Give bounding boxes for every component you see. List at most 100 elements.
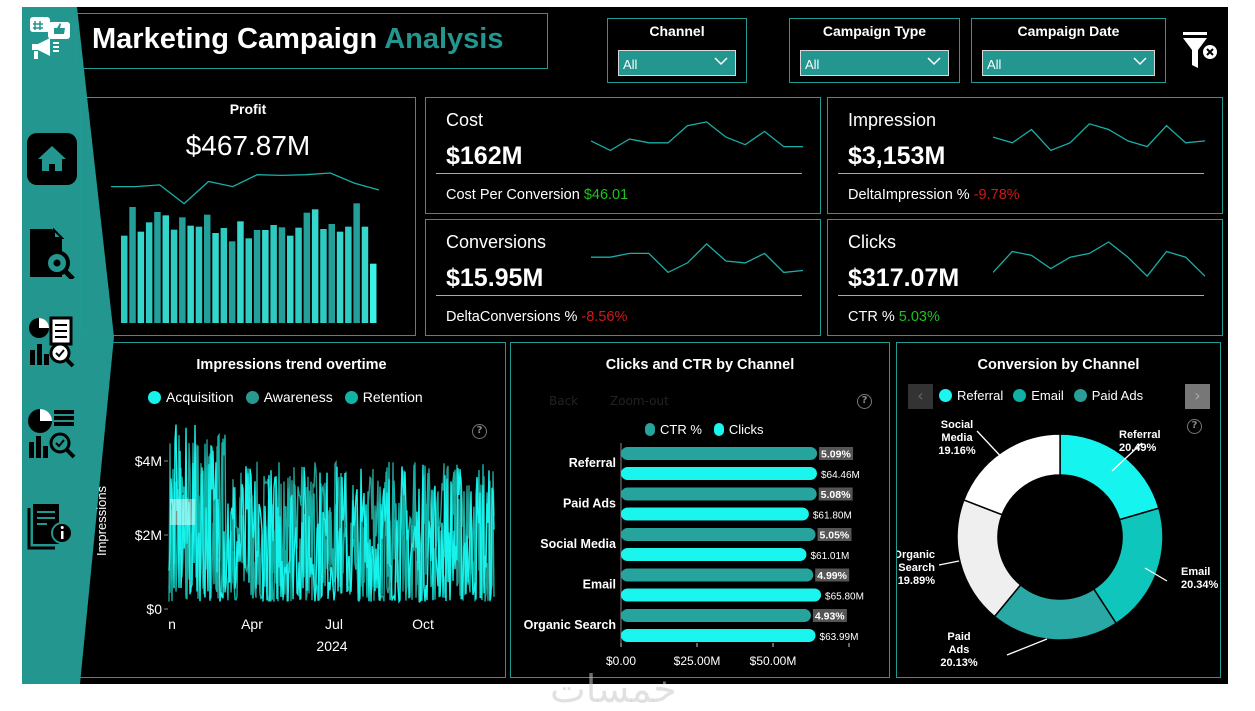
kpi-sub: DeltaConversions % -8.56% xyxy=(446,309,627,325)
profit-value: $467.87M xyxy=(185,130,311,161)
profit-trend-line xyxy=(111,172,380,205)
profit-bar xyxy=(179,217,186,323)
clicks-data-label: $61.01M xyxy=(810,551,849,562)
chart-inspect-icon[interactable] xyxy=(27,408,77,460)
slice-label-line: 19.89% xyxy=(898,575,936,587)
legend-next-button[interactable]: › xyxy=(1185,384,1210,409)
document-search-icon[interactable] xyxy=(27,227,77,279)
kpi-sub-label: CTR % xyxy=(848,309,895,325)
slice-label-line: Social xyxy=(941,419,973,431)
clear-filters-icon[interactable] xyxy=(1180,30,1222,70)
ctr-data-label: 5.05% xyxy=(820,530,850,542)
clicks-bar xyxy=(621,588,822,602)
ctr-bar xyxy=(621,609,811,622)
legend-label: Clicks xyxy=(728,422,764,437)
slice-label-line: Ads xyxy=(949,644,970,656)
x-tick-label: $50.00M xyxy=(750,654,797,668)
x-axis-label: 2024 xyxy=(316,638,347,654)
report-analytics-icon[interactable] xyxy=(27,316,77,368)
ctr-data-label: 5.09% xyxy=(821,449,851,461)
ctr-data-label: 4.99% xyxy=(817,570,847,582)
back-button[interactable]: Back xyxy=(549,394,579,408)
legend-item-awareness[interactable]: Awareness xyxy=(245,389,333,405)
chart-title: Clicks and CTR by Channel xyxy=(605,357,795,373)
profit-bar xyxy=(145,222,153,323)
kpi-sub: DeltaImpression % -9.78% xyxy=(848,187,1020,203)
sparkline xyxy=(591,121,803,152)
slice-label: Email 20.34% xyxy=(1181,566,1219,591)
kpi-sub-value: -9.78% xyxy=(973,187,1020,203)
profit-bar xyxy=(220,228,228,323)
help-icon[interactable]: ? xyxy=(857,394,872,409)
cost-card: Cost $162M Cost Per Conversion $46.01 xyxy=(425,97,821,214)
document-info-icon[interactable] xyxy=(27,500,77,552)
home-nav-button[interactable] xyxy=(27,133,77,185)
legend-item-acquisition[interactable]: Acquisition xyxy=(148,389,234,405)
profit-bar xyxy=(228,241,236,323)
kpi-value: $3,153M xyxy=(848,142,946,170)
legend-label: Awareness xyxy=(263,389,333,405)
ctr-label-bg xyxy=(818,487,853,501)
ctr-bar xyxy=(621,447,818,460)
help-icon[interactable]: ? xyxy=(472,424,487,439)
campaign-type-filter: Campaign Type All xyxy=(789,18,960,83)
clicks-data-label: $65.80M xyxy=(825,592,864,603)
chevron-down-icon xyxy=(714,57,728,66)
legend-label: Paid Ads xyxy=(1091,388,1144,403)
profit-bar xyxy=(287,235,294,323)
conversions-card: Conversions $15.95M DeltaConversions % -… xyxy=(425,219,821,336)
category-label: Referral xyxy=(569,456,616,470)
kpi-label: Impression xyxy=(848,110,937,130)
title-accent: Analysis xyxy=(384,23,504,55)
leader-line xyxy=(976,430,1008,464)
chart-title: Impressions trend overtime xyxy=(196,357,387,373)
legend-item-email[interactable]: Email xyxy=(1013,388,1064,403)
profit-bar xyxy=(361,226,369,323)
scroll-left-button[interactable] xyxy=(170,499,195,525)
legend-item-clicks[interactable]: Clicks xyxy=(713,422,764,437)
profit-bar xyxy=(137,231,145,323)
slice-label: Paid Ads 20.13% xyxy=(940,631,978,669)
marketing-logo-icon xyxy=(30,17,70,59)
legend-item-ctr[interactable]: CTR % xyxy=(645,422,702,437)
divider xyxy=(436,173,802,174)
ctr-bar xyxy=(621,487,817,501)
chevron-down-icon xyxy=(1133,57,1147,66)
kpi-sparkline xyxy=(993,123,1206,152)
ctr-data-label: 4.93% xyxy=(815,611,845,623)
legend-prev-button[interactable]: ‹ xyxy=(908,384,933,409)
channel-dropdown[interactable]: All xyxy=(618,50,736,76)
slice-label-line: Media xyxy=(941,432,973,444)
kpi-value: $162M xyxy=(446,142,523,170)
legend-item-referral[interactable]: Referral xyxy=(939,388,1003,403)
legend-label: Referral xyxy=(957,388,1004,403)
channel-filter: Channel All xyxy=(607,18,747,83)
help-icon[interactable]: ? xyxy=(1187,419,1202,434)
campaign-date-filter: Campaign Date All xyxy=(971,18,1166,83)
profit-bar xyxy=(162,215,169,323)
title-box: Marketing Campaign Analysis xyxy=(75,13,548,69)
kpi-sparkline xyxy=(591,243,804,274)
clicks-data-label: $64.46M xyxy=(821,470,860,481)
category-label: Organic Search xyxy=(524,618,616,632)
category-label: Social Media xyxy=(540,537,617,551)
legend-item-paid-ads[interactable]: Paid Ads xyxy=(1073,388,1144,403)
profit-card: Profit $467.87M xyxy=(80,97,416,336)
legend-item-retention[interactable]: Retention xyxy=(344,389,423,405)
sparkline xyxy=(993,241,1206,278)
campaign-type-dropdown[interactable]: All xyxy=(800,50,949,76)
campaign-type-value: All xyxy=(805,57,820,72)
slice-label: Referral 20.49% xyxy=(1119,429,1161,454)
leader-line xyxy=(1144,567,1168,582)
campaign-date-dropdown[interactable]: All xyxy=(982,50,1155,76)
channel-value: All xyxy=(623,57,638,72)
donut-plot: Referral 20.49% Email 20.34% Paid Ads 20.13% Or… xyxy=(897,419,1219,669)
y-tick-label: $4M xyxy=(135,453,162,469)
legend-label: Email xyxy=(1031,388,1064,403)
leader-line xyxy=(938,560,960,566)
zoom-out-button[interactable]: Zoom-out xyxy=(610,394,669,408)
profit-bar xyxy=(295,227,302,323)
clicks-bar xyxy=(621,467,817,480)
chevron-down-icon xyxy=(927,57,941,66)
profit-bar xyxy=(129,207,136,323)
